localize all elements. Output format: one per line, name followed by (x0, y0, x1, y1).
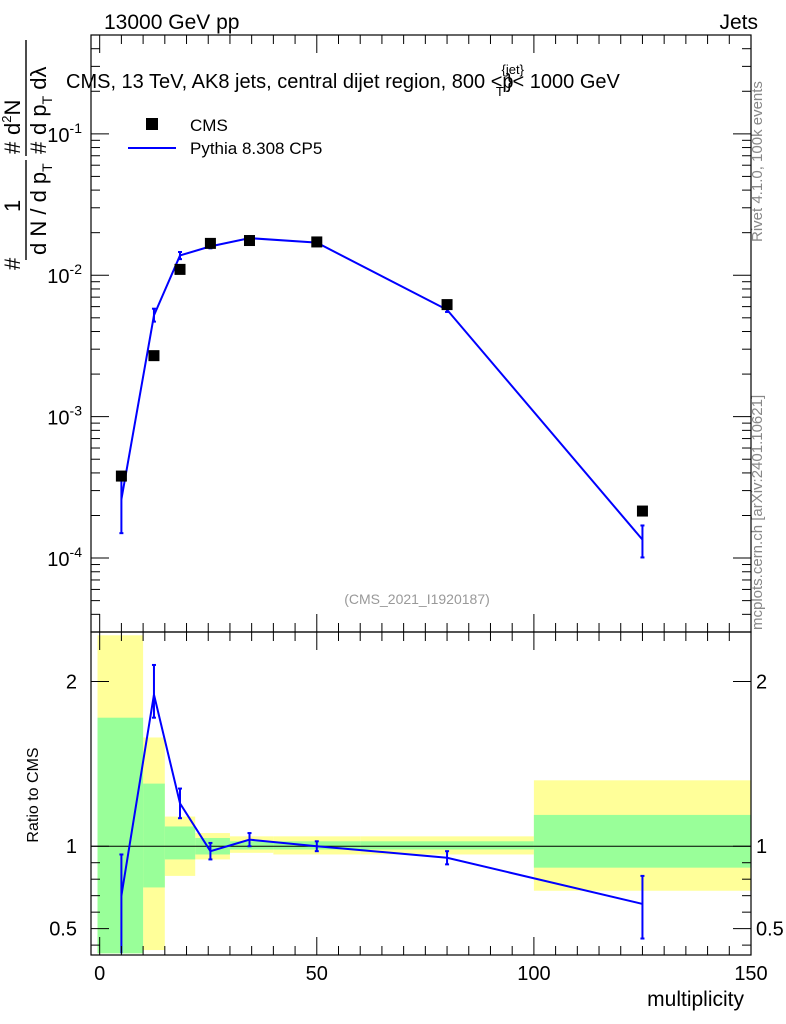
svg-text:1: 1 (0, 200, 25, 212)
legend-cms-marker (146, 118, 158, 130)
legend: CMS Pythia 8.308 CP5 (128, 116, 322, 158)
ratio-panel: 0 50 100 150 0.5 0.5 1 1 2 2 (49, 631, 784, 985)
stat-uncertainty-band (143, 783, 165, 888)
stat-uncertainty-band (97, 717, 144, 954)
cms-data-point (243, 235, 255, 247)
cms-data-point (636, 505, 648, 517)
svg-text:#: # (0, 141, 25, 154)
plot-title-main: CMS, 13 TeV, AK8 jets, central dijet reg… (66, 71, 514, 93)
x-tick-label: 150 (734, 963, 767, 985)
ratio-y-tick-label: 0.5 (49, 919, 77, 941)
cms-data-point (204, 237, 216, 249)
main-y-axis-label: # 1 d N / d pT # d2N # d pT dλ (0, 40, 55, 270)
plot-title-end: }< 1000 GeV (506, 71, 621, 93)
y-tick-label: 10-3 (47, 403, 82, 430)
ratio-mc-line (120, 694, 643, 905)
plot-title-sup: {jet} (502, 62, 525, 77)
analysis-watermark: (CMS_2021_I1920187) (344, 591, 490, 607)
ratio-y-tick-label-right: 1 (756, 836, 767, 858)
svg-text:d N / d pT: d N / d pT (26, 163, 55, 255)
svg-text:d2N: d2N (0, 100, 25, 135)
ratio-y-tick-label-right: 2 (756, 671, 767, 693)
y-tick-label: 10-1 (47, 120, 82, 147)
x-tick-label: 50 (306, 963, 328, 985)
stat-uncertainty-band (360, 841, 534, 850)
lower-frame (90, 631, 752, 956)
y-tick-label: 10-4 (47, 544, 82, 571)
cms-data-point (148, 350, 160, 362)
cms-data-point (311, 236, 323, 248)
svg-text:#: # (0, 257, 25, 270)
header-right: Jets (719, 11, 758, 34)
legend-mc-label: Pythia 8.308 CP5 (190, 139, 322, 158)
side-rivet-text: Rivet 4.1.0, 100k events (749, 81, 766, 242)
header-left: 13000 GeV pp (104, 11, 239, 34)
stat-uncertainty-band (229, 841, 274, 850)
ratio-y-tick-label-right: 0.5 (756, 919, 784, 941)
ratio-y-axis-label: Ratio to CMS (25, 747, 42, 842)
legend-cms-label: CMS (190, 116, 228, 135)
svg-text:d pT dλ: d pT dλ (26, 66, 55, 135)
svg-text:#: # (26, 141, 51, 154)
y-tick-label: 10-2 (47, 261, 82, 288)
plot-title: CMS, 13 TeV, AK8 jets, central dijet reg… (66, 62, 621, 99)
cms-data-point (174, 263, 186, 275)
stat-uncertainty-band (533, 814, 751, 868)
x-tick-label: 100 (517, 963, 550, 985)
side-mcplots-text: mcplots.cern.ch [arXiv:2401.10621] (749, 395, 766, 630)
cms-data-point (115, 470, 127, 482)
ratio-y-tick-label: 2 (66, 671, 77, 693)
x-axis-label: multiplicity (647, 988, 744, 1011)
x-tick-label: 0 (94, 963, 105, 985)
mc-line (120, 237, 644, 541)
stat-uncertainty-band (164, 826, 196, 860)
cms-data-point (441, 299, 453, 311)
plot-title-sub: T (496, 84, 504, 99)
ratio-y-tick-label: 1 (66, 836, 77, 858)
